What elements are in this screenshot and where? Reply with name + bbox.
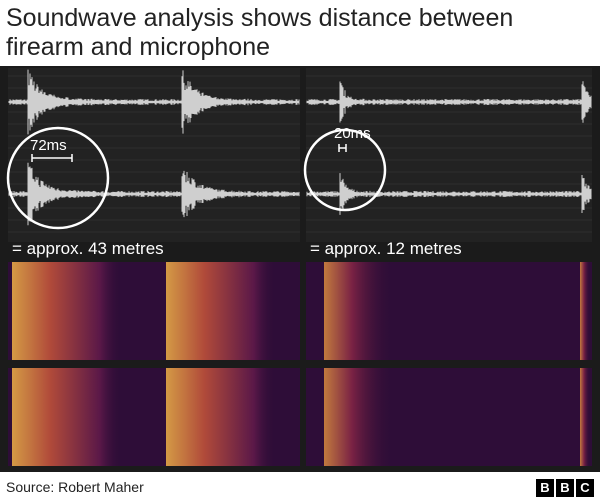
logo-letter: B: [536, 479, 554, 497]
interval-label: 20ms: [334, 125, 371, 142]
interval-scale: [31, 154, 73, 162]
spectrogram-burst: [166, 368, 276, 466]
wave-panel: [306, 68, 592, 242]
spectrogram-burst: [324, 262, 394, 360]
spectrogram-burst: [324, 368, 394, 466]
waveform: [306, 173, 592, 215]
highlight-circle: [6, 126, 110, 230]
spectrogram-burst: [166, 262, 276, 360]
wave-panel: [8, 68, 300, 242]
interval-label: 72ms: [30, 137, 67, 154]
logo: B B C: [536, 479, 594, 497]
spectrogram-burst: [12, 262, 122, 360]
interval-scale: [338, 144, 347, 152]
spectrogram-burst: [580, 368, 590, 466]
highlight-circle: [303, 128, 387, 212]
spectrogram-burst: [12, 368, 122, 466]
title: Soundwave analysis shows distance betwee…: [6, 4, 514, 61]
waveform: [306, 81, 592, 123]
graphic: = approx. 43 metres = approx. 12 metres 72…: [0, 66, 600, 472]
waveform: [8, 69, 300, 135]
distance-label: = approx. 12 metres: [310, 239, 462, 258]
logo-letter: C: [576, 479, 594, 497]
source: Source: Robert Maher: [6, 479, 144, 495]
spectrogram-burst: [580, 262, 590, 360]
distance-label: = approx. 43 metres: [12, 239, 164, 258]
logo-letter: B: [556, 479, 574, 497]
